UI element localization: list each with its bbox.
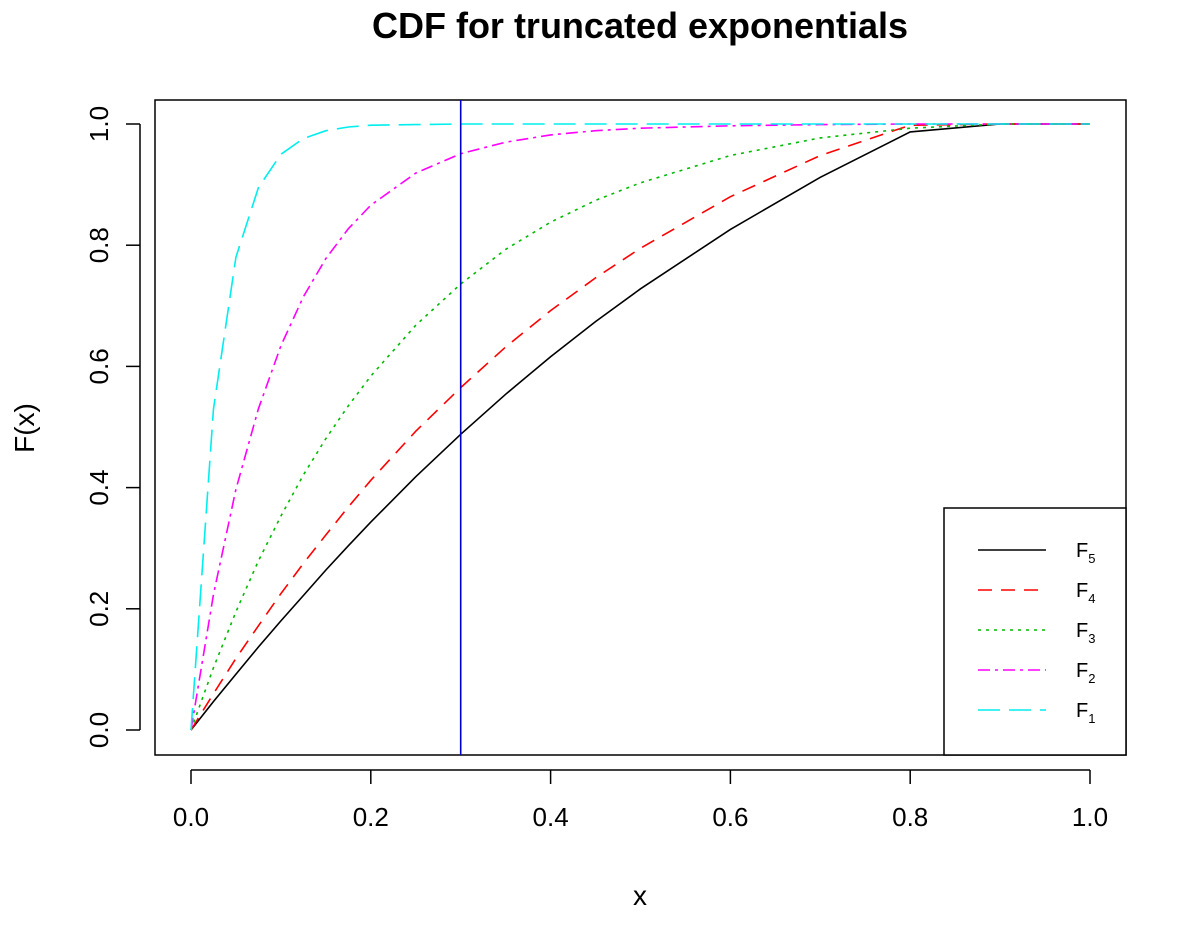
y-tick-label: 0.2 <box>84 591 114 627</box>
y-tick-label: 1.0 <box>84 106 114 142</box>
legend-label-main: F <box>1076 700 1088 722</box>
series-line-f5 <box>190 123 1090 731</box>
x-tick-label: 0.4 <box>533 802 569 832</box>
y-tick-label: 0.6 <box>84 348 114 384</box>
x-axis: 0.0 0.2 0.4 0.6 0.8 1.0 <box>173 769 1108 832</box>
legend-label-main: F <box>1076 580 1088 602</box>
legend-label: F1 <box>1076 700 1095 726</box>
x-tick-label: 0.6 <box>712 802 748 832</box>
y-tick-label: 0.0 <box>84 712 114 748</box>
legend-box <box>943 507 1127 756</box>
legend-label-main: F <box>1076 620 1088 642</box>
legend-label-main: F <box>1076 540 1088 562</box>
series-line-f2 <box>190 123 1090 731</box>
y-axis-label: F(x) <box>9 403 40 453</box>
x-axis-label: x <box>633 880 647 911</box>
y-tick-label: 0.8 <box>84 227 114 263</box>
plot-frame <box>154 99 1127 756</box>
x-tick-label: 0.8 <box>892 802 928 832</box>
chart-title: CDF for truncated exponentials <box>372 5 908 46</box>
y-tick-label: 0.4 <box>84 470 114 506</box>
legend-label-main: F <box>1076 660 1088 682</box>
series-line-f1 <box>190 123 1090 731</box>
legend-label-subscript: 3 <box>1088 631 1095 646</box>
legend-label: F5 <box>1076 540 1095 566</box>
legend-label-subscript: 4 <box>1088 591 1095 606</box>
series-layer <box>190 123 1090 731</box>
series-line-f3 <box>190 123 1090 731</box>
y-axis: 0.0 0.2 0.4 0.6 0.8 1.0 <box>84 106 141 748</box>
x-tick-label: 1.0 <box>1072 802 1108 832</box>
x-tick-label: 0.2 <box>353 802 389 832</box>
legend-label: F3 <box>1076 620 1095 646</box>
legend-label-subscript: 1 <box>1088 711 1095 726</box>
legend-label: F4 <box>1076 580 1095 606</box>
legend-label-subscript: 5 <box>1088 551 1095 566</box>
series-line-f4 <box>190 123 1090 731</box>
legend-label-subscript: 2 <box>1088 671 1095 686</box>
legend-label: F2 <box>1076 660 1095 686</box>
x-tick-label: 0.0 <box>173 802 209 832</box>
